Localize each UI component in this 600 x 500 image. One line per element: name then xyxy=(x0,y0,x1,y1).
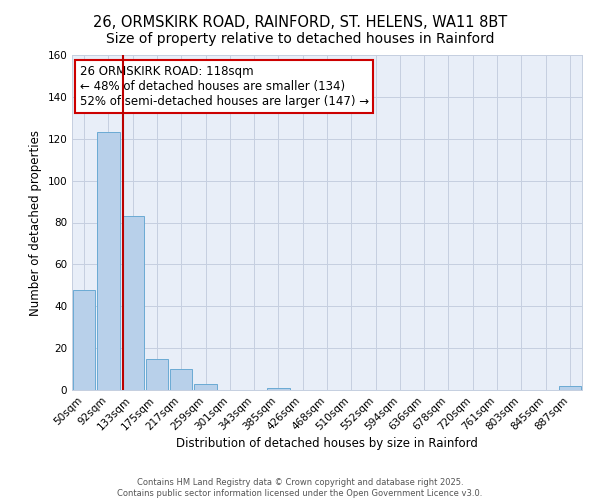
Bar xyxy=(146,358,168,390)
Bar xyxy=(73,290,95,390)
Bar xyxy=(194,384,217,390)
Text: 26, ORMSKIRK ROAD, RAINFORD, ST. HELENS, WA11 8BT: 26, ORMSKIRK ROAD, RAINFORD, ST. HELENS,… xyxy=(93,15,507,30)
Bar xyxy=(97,132,119,390)
Text: Size of property relative to detached houses in Rainford: Size of property relative to detached ho… xyxy=(106,32,494,46)
Y-axis label: Number of detached properties: Number of detached properties xyxy=(29,130,42,316)
Bar xyxy=(170,369,193,390)
Bar xyxy=(122,216,144,390)
Bar xyxy=(559,386,581,390)
Text: Contains HM Land Registry data © Crown copyright and database right 2025.
Contai: Contains HM Land Registry data © Crown c… xyxy=(118,478,482,498)
X-axis label: Distribution of detached houses by size in Rainford: Distribution of detached houses by size … xyxy=(176,438,478,450)
Bar xyxy=(267,388,290,390)
Text: 26 ORMSKIRK ROAD: 118sqm
← 48% of detached houses are smaller (134)
52% of semi-: 26 ORMSKIRK ROAD: 118sqm ← 48% of detach… xyxy=(80,65,369,108)
